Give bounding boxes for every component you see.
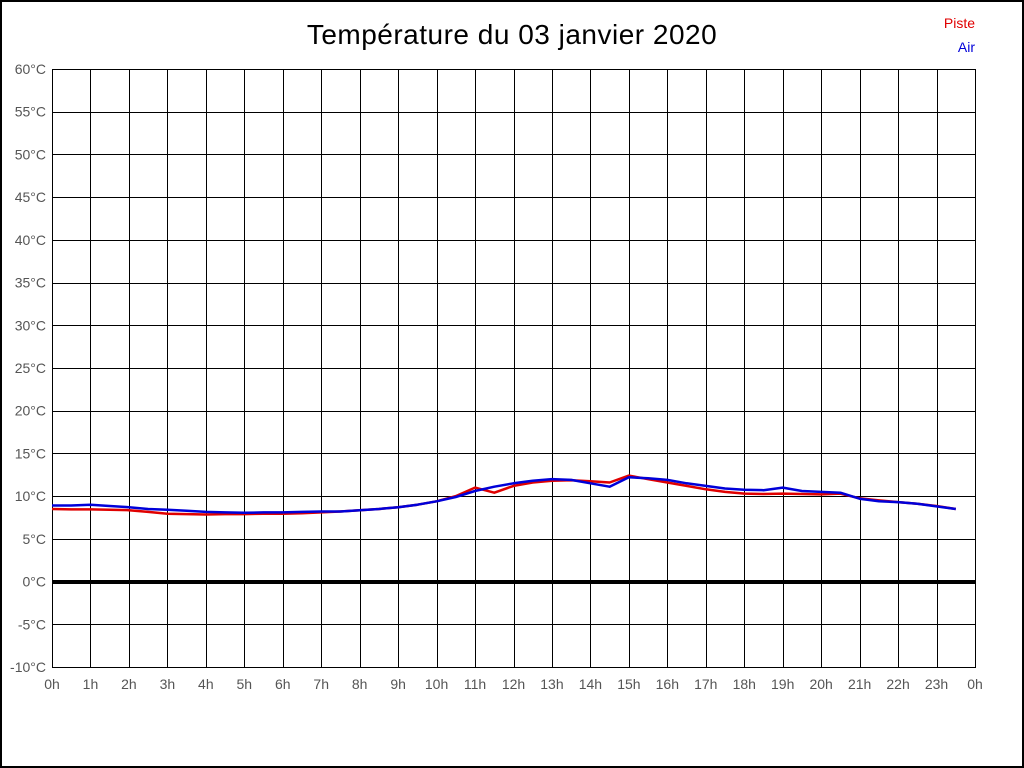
legend-item-piste: Piste (943, 15, 975, 31)
svg-text:17h: 17h (694, 676, 717, 692)
svg-text:10°C: 10°C (15, 488, 46, 504)
svg-text:12h: 12h (502, 676, 525, 692)
svg-text:15°C: 15°C (15, 445, 46, 461)
svg-text:35°C: 35°C (15, 275, 46, 291)
svg-text:5h: 5h (237, 676, 253, 692)
chart-legend: Piste Air (944, 11, 975, 59)
svg-text:-5°C: -5°C (18, 616, 46, 632)
svg-text:15h: 15h (617, 676, 640, 692)
svg-text:1h: 1h (83, 676, 99, 692)
svg-text:21h: 21h (848, 676, 871, 692)
svg-text:23h: 23h (925, 676, 948, 692)
svg-text:13h: 13h (540, 676, 563, 692)
svg-text:14h: 14h (579, 676, 602, 692)
svg-text:0h: 0h (967, 676, 983, 692)
svg-text:55°C: 55°C (15, 104, 46, 120)
svg-text:3h: 3h (160, 676, 176, 692)
svg-text:4h: 4h (198, 676, 214, 692)
svg-text:9h: 9h (390, 676, 406, 692)
svg-text:6h: 6h (275, 676, 291, 692)
svg-text:20°C: 20°C (15, 403, 46, 419)
legend-item-air: Air (957, 39, 975, 55)
svg-text:30°C: 30°C (15, 317, 46, 333)
svg-text:11h: 11h (464, 676, 486, 692)
svg-text:8h: 8h (352, 676, 368, 692)
svg-text:16h: 16h (656, 676, 679, 692)
svg-text:7h: 7h (313, 676, 329, 692)
svg-text:5°C: 5°C (23, 531, 47, 547)
svg-text:20h: 20h (809, 676, 832, 692)
svg-text:-10°C: -10°C (10, 659, 46, 675)
svg-text:22h: 22h (886, 676, 909, 692)
svg-text:0°C: 0°C (23, 574, 47, 590)
svg-text:19h: 19h (771, 676, 794, 692)
svg-text:40°C: 40°C (15, 232, 46, 248)
svg-text:2h: 2h (121, 676, 137, 692)
svg-text:0h: 0h (44, 676, 60, 692)
svg-text:45°C: 45°C (15, 189, 46, 205)
chart-title: Température du 03 janvier 2020 (306, 19, 718, 50)
svg-text:60°C: 60°C (15, 61, 46, 77)
svg-text:25°C: 25°C (15, 360, 46, 376)
svg-text:10h: 10h (425, 676, 448, 692)
svg-text:18h: 18h (733, 676, 756, 692)
svg-text:50°C: 50°C (15, 146, 46, 162)
